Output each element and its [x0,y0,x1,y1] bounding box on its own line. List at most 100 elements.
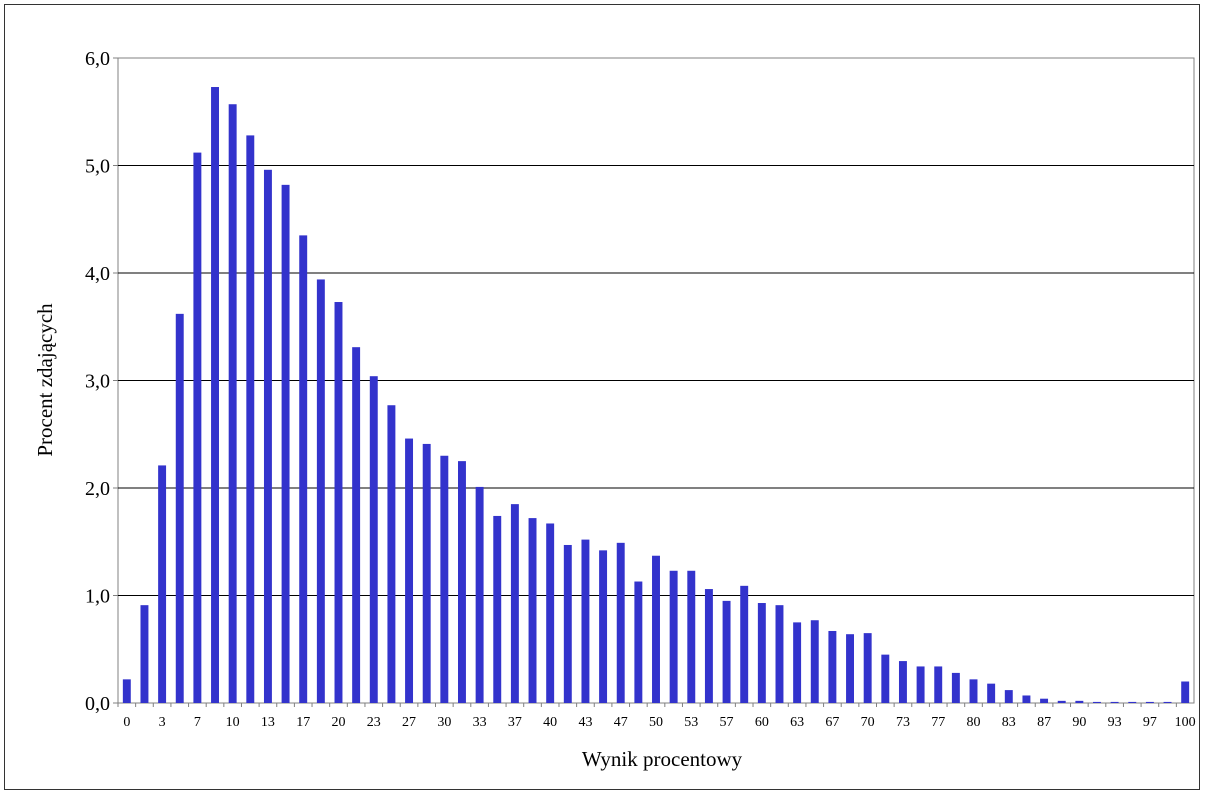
x-tick-label: 23 [367,715,381,730]
bar [1075,700,1084,703]
bar [828,630,837,703]
bar [987,683,996,703]
bar [352,347,361,703]
bar [669,570,678,703]
x-tick-label: 57 [720,715,734,730]
y-tick-label: 0,0 [85,693,110,715]
bar [881,654,890,704]
bar [951,672,960,703]
bar [687,570,696,703]
bar [704,589,713,703]
bar [440,455,449,703]
bar [581,539,590,703]
bar [934,666,943,703]
y-tick-label: 6,0 [85,48,110,70]
bar [1163,701,1172,703]
bar [863,633,872,704]
bar [1110,701,1119,703]
x-tick-label: 40 [543,715,557,730]
bar [634,581,643,703]
x-tick-label: 87 [1037,715,1051,730]
x-tick-label: 70 [861,715,875,730]
bar [493,515,502,703]
bars [122,87,1190,704]
bar [563,544,572,703]
x-tick-label: 83 [1002,715,1016,730]
bar [405,438,414,703]
bar [228,104,237,704]
bar [546,523,555,703]
bar [316,279,325,703]
bar [369,376,378,703]
bar [1022,695,1031,703]
y-axis-title: Procent zdających [33,303,57,457]
bar [475,486,484,703]
bar [722,600,731,704]
x-tick-label: 43 [578,715,592,730]
y-tick-label: 4,0 [85,263,110,285]
x-tick-label: 0 [123,715,130,730]
x-tick-label: 73 [896,715,910,730]
y-tick-label: 3,0 [85,371,110,393]
x-tick-label: 60 [755,715,769,730]
x-tick-label: 10 [226,715,240,730]
bar [140,605,149,703]
x-axis-title: Wynik procentowy [582,747,743,771]
bar [1093,701,1101,703]
bar [122,679,131,703]
x-tick-label: 93 [1108,715,1122,730]
x-tick-label: 97 [1143,715,1157,730]
bar [775,605,784,703]
bar [599,550,608,703]
bar [458,461,466,704]
bar [1145,701,1154,703]
x-tick-label: 27 [402,715,416,730]
bar [510,504,519,704]
x-tick-label: 77 [931,715,945,730]
x-axis-ticks: 0 3 7 10 13 17 20 23 27 30 33 37 40 43 47 50 53 57 60 63 67 7… [117,703,1196,730]
x-tick-label: 30 [437,715,451,730]
x-tick-label: 53 [684,715,698,730]
x-tick-label: 17 [296,715,310,730]
x-tick-label: 63 [790,715,804,730]
x-tick-label: 3 [159,715,166,730]
x-tick-label: 37 [508,715,522,730]
bar [281,184,290,704]
bar [898,661,907,703]
bar [175,313,184,703]
bar [299,235,308,704]
bar [916,666,925,703]
bar [1004,690,1013,703]
x-tick-label: 13 [261,715,275,730]
bar [652,555,660,703]
bar [616,542,625,703]
x-tick-label: 20 [331,715,345,730]
bar [334,302,343,703]
x-tick-label: 100 [1175,715,1196,730]
x-tick-label: 80 [967,715,981,730]
bar [246,135,255,703]
x-tick-label: 33 [473,715,487,730]
x-tick-label: 7 [194,715,201,730]
grid-lines [118,165,1194,596]
bar [740,585,749,703]
bar [757,603,766,703]
bar [969,679,978,703]
bar [1040,698,1049,703]
y-tick-label: 1,0 [85,586,110,608]
x-tick-label: 50 [649,715,663,730]
y-axis-ticks: 0,0 1,0 2,0 3,0 4,0 5,0 6,0 [85,48,118,715]
x-tick-label: 47 [614,715,628,730]
bar [1128,701,1137,703]
x-tick-label: 90 [1072,715,1086,730]
y-tick-label: 2,0 [85,478,110,500]
bar [1181,681,1190,703]
bar [387,405,396,703]
bar [158,465,167,703]
bar [422,443,431,703]
bar [211,87,219,703]
bar [1057,700,1066,703]
bar [846,634,854,703]
bar [193,152,202,704]
